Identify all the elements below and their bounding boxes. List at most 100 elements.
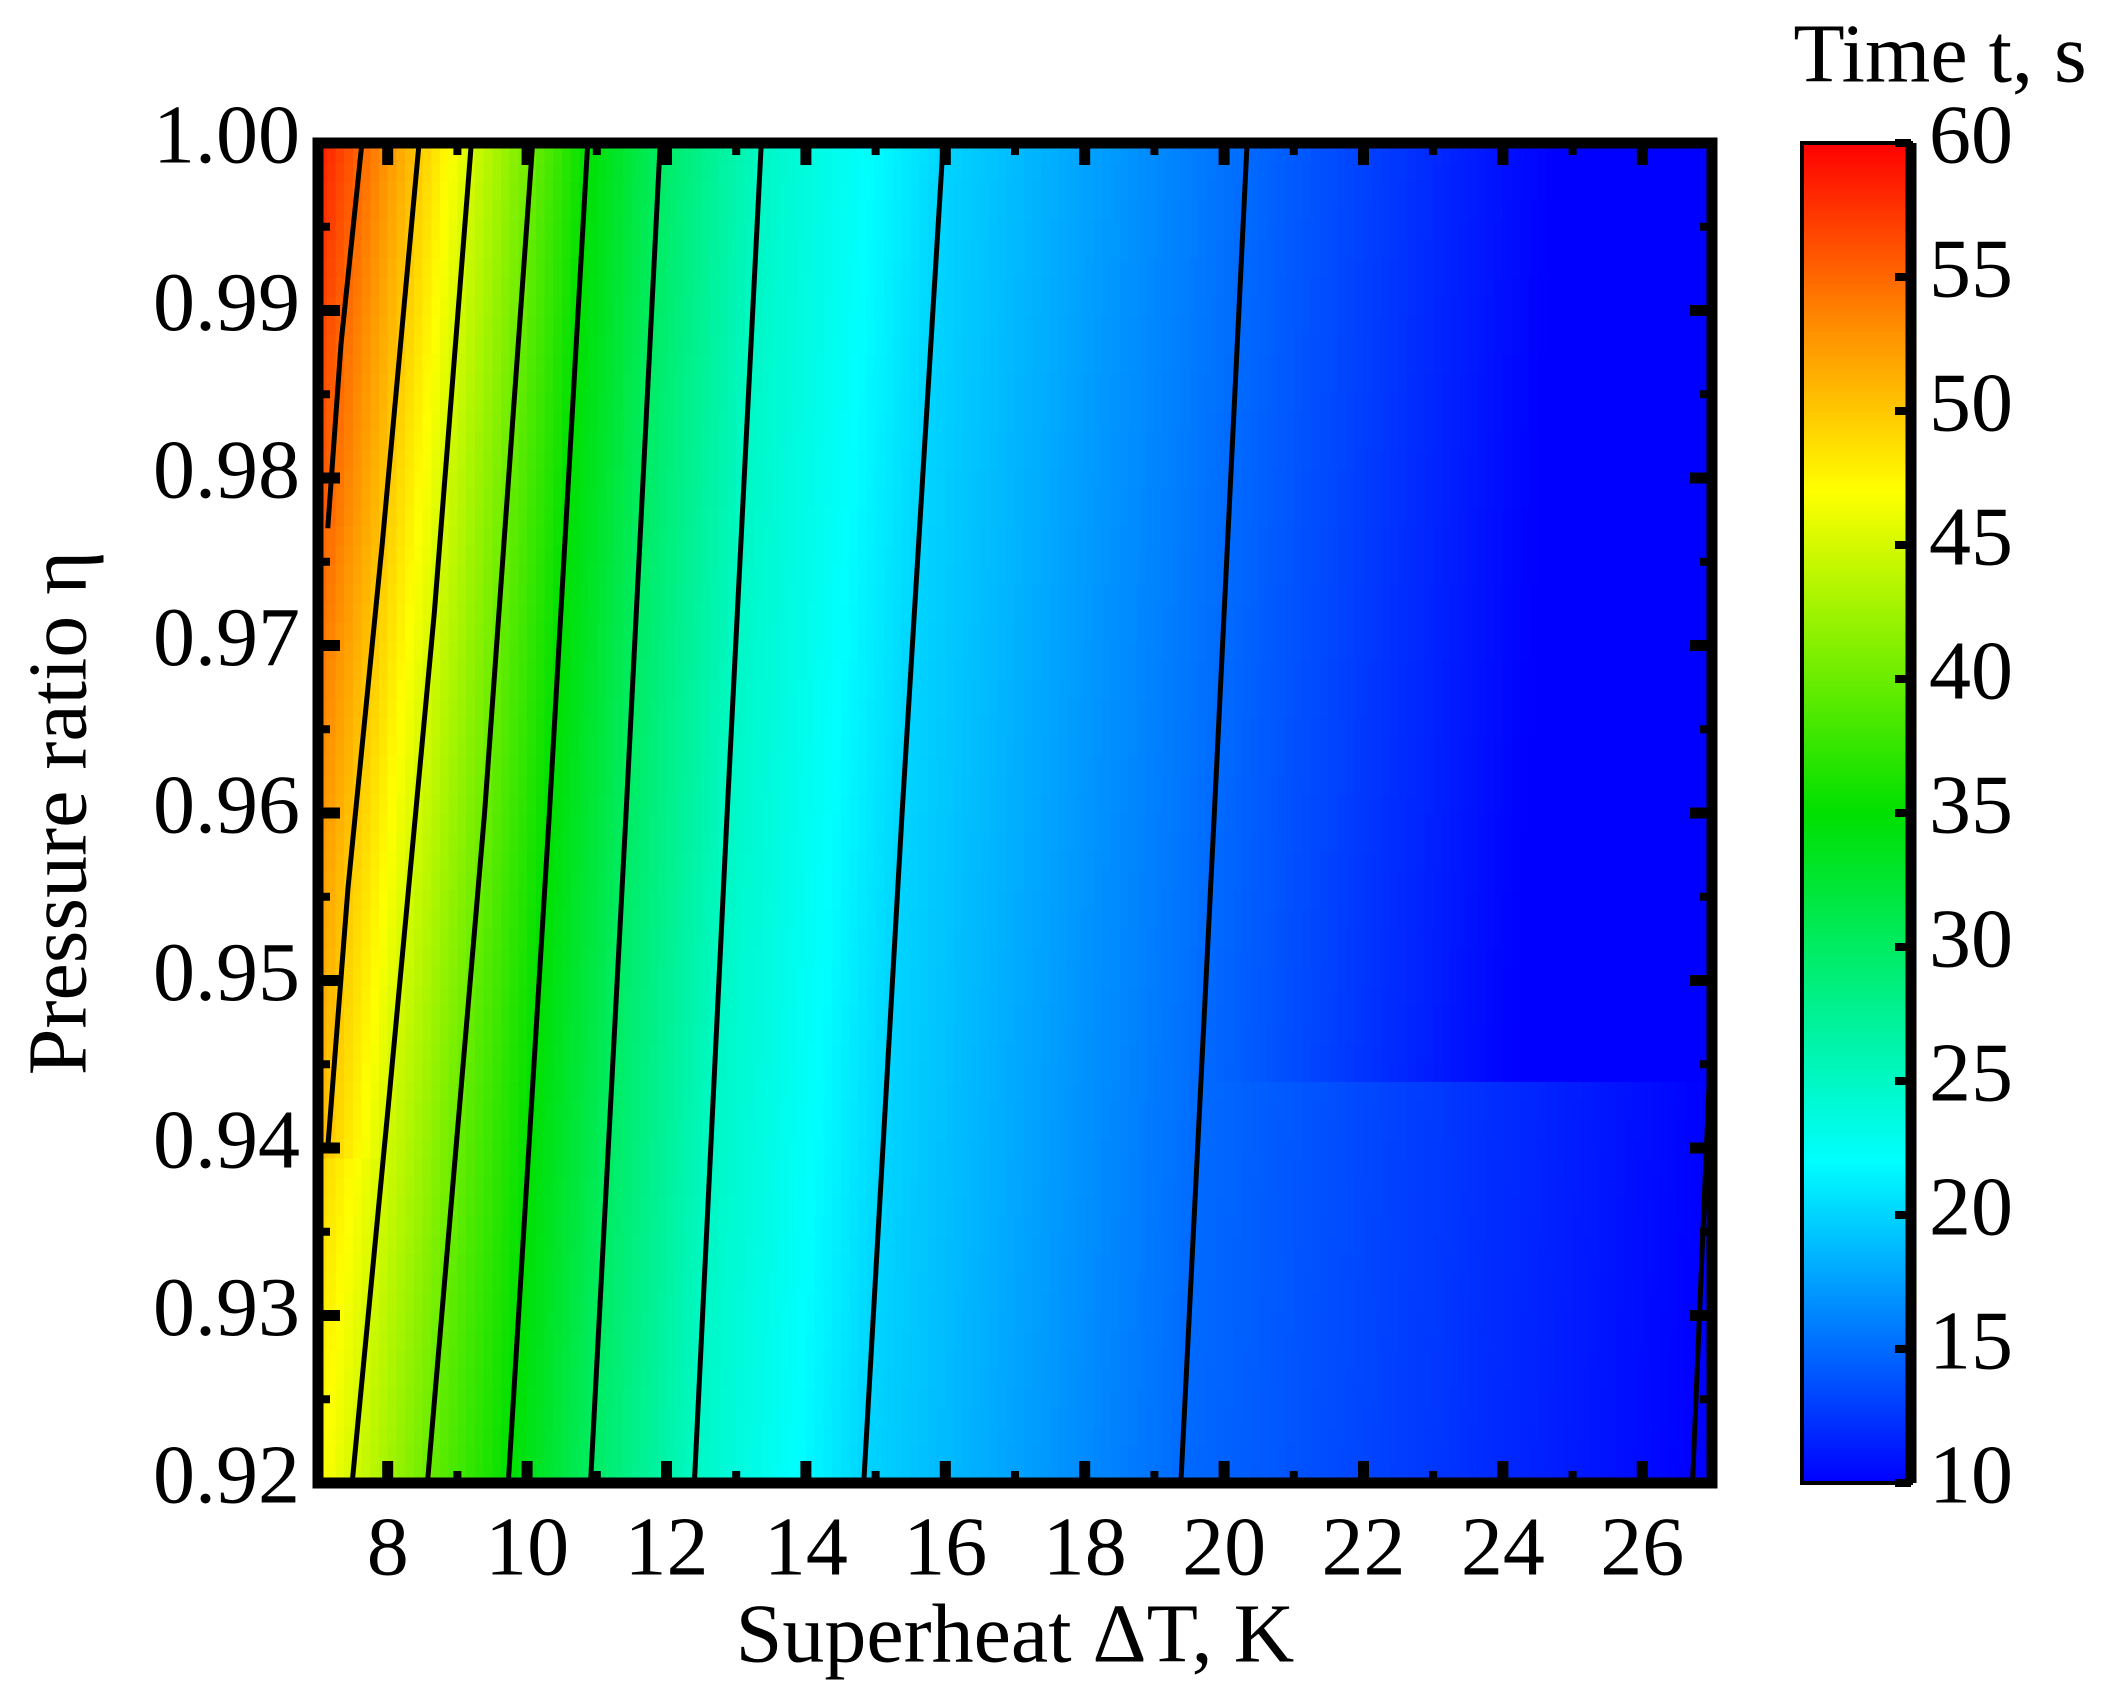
heat-cell	[727, 1138, 737, 1159]
heat-cell	[1189, 927, 1199, 948]
heat-cell	[1328, 1100, 1339, 1121]
heat-cell	[1119, 1195, 1130, 1216]
heat-cell	[893, 1329, 903, 1350]
heat-cell	[1494, 908, 1504, 929]
heat-cell	[823, 985, 833, 1006]
heat-cell	[335, 1195, 345, 1216]
heat-cell	[614, 1387, 624, 1408]
heat-cell	[1206, 1081, 1217, 1101]
heat-cell	[788, 966, 798, 987]
heat-cell	[1555, 1349, 1565, 1369]
heat-cell	[675, 1406, 685, 1427]
heat-cell	[631, 1023, 642, 1044]
heat-cell	[823, 1195, 833, 1216]
heat-cell	[1494, 1100, 1504, 1121]
heat-cell	[405, 1329, 415, 1350]
heat-cell	[544, 1004, 555, 1025]
heat-cell	[579, 1195, 589, 1216]
heat-cell	[527, 1004, 537, 1025]
heat-cell	[1145, 1406, 1156, 1427]
heat-cell	[1049, 1349, 1060, 1369]
heat-cell	[971, 1444, 981, 1465]
heat-cell	[910, 1387, 920, 1408]
heat-cell	[1189, 1387, 1199, 1408]
heat-cell	[1624, 1349, 1635, 1369]
heat-cell	[622, 1176, 633, 1197]
heat-cell	[1607, 985, 1617, 1006]
heat-cell	[919, 1291, 929, 1312]
heat-cell	[858, 1176, 868, 1197]
heat-cell	[1136, 1444, 1147, 1465]
heat-cell	[1372, 1310, 1382, 1331]
heat-cell	[378, 1061, 389, 1082]
heat-cell	[335, 1444, 345, 1465]
heat-cell	[370, 1329, 380, 1350]
heat-cell	[1102, 1253, 1112, 1274]
heat-cell	[1651, 1042, 1661, 1063]
heat-cell	[518, 1100, 528, 1121]
heat-cell	[1398, 927, 1408, 948]
heat-cell	[561, 966, 572, 987]
heat-cell	[875, 1291, 886, 1312]
heat-cell	[466, 1329, 476, 1350]
heat-cell	[1407, 1234, 1417, 1255]
heat-cell	[954, 908, 964, 929]
heat-cell	[1293, 1119, 1304, 1140]
heat-cell	[1241, 1291, 1252, 1312]
heat-cell	[893, 1272, 903, 1293]
heat-cell	[1302, 927, 1313, 948]
heat-cell	[927, 1081, 938, 1101]
heat-cell	[744, 1406, 755, 1427]
heat-cell	[422, 1138, 433, 1159]
heat-cell	[649, 966, 659, 987]
heat-cell	[335, 1061, 345, 1082]
heat-cell	[1372, 966, 1382, 987]
heat-cell	[1372, 927, 1382, 948]
heat-cell	[378, 1234, 389, 1255]
heat-cell	[387, 908, 398, 929]
heat-cell	[492, 1195, 502, 1216]
heat-cell	[1372, 1368, 1382, 1389]
heat-cell	[997, 1195, 1008, 1216]
heat-cell	[875, 1234, 886, 1255]
heat-cell	[570, 1444, 581, 1465]
heat-cell	[1537, 1368, 1548, 1389]
heat-cell	[1337, 985, 1347, 1006]
heat-cell	[1502, 1023, 1513, 1044]
heat-cell	[840, 1406, 851, 1427]
heat-cell	[1520, 1291, 1530, 1312]
heat-cell	[1441, 1253, 1452, 1274]
heat-cell	[927, 927, 938, 948]
heat-cell	[1476, 1425, 1487, 1446]
heat-cell	[954, 1157, 964, 1178]
heat-cell	[1023, 966, 1034, 987]
heat-cell	[1659, 1004, 1670, 1025]
heat-cell	[622, 889, 633, 910]
heat-cell	[649, 1463, 659, 1484]
heat-cell	[1685, 1329, 1696, 1350]
heat-cell	[823, 908, 833, 929]
heat-cell	[823, 889, 833, 910]
heat-cell	[1258, 1444, 1269, 1465]
heat-cell	[971, 1176, 981, 1197]
heat-cell	[936, 985, 947, 1006]
heat-cell	[1363, 1157, 1374, 1178]
heat-cell	[1302, 1291, 1313, 1312]
heat-cell	[744, 947, 755, 967]
heat-cell	[1520, 1215, 1530, 1235]
heat-cell	[1032, 1291, 1042, 1312]
heat-cell	[849, 1195, 859, 1216]
heat-cell	[1041, 1368, 1051, 1389]
heat-cell	[474, 1157, 485, 1178]
heat-cell	[596, 1387, 607, 1408]
heat-cell	[1241, 966, 1252, 987]
heat-cell	[1267, 1157, 1278, 1178]
heat-cell	[701, 1081, 711, 1101]
heat-cell	[736, 1119, 746, 1140]
heat-cell	[1494, 1081, 1504, 1101]
heat-cell	[788, 1406, 798, 1427]
heat-cell	[1624, 1406, 1635, 1427]
heat-cell	[553, 1329, 563, 1350]
heat-cell	[788, 927, 798, 948]
heat-cell	[1224, 1253, 1234, 1274]
